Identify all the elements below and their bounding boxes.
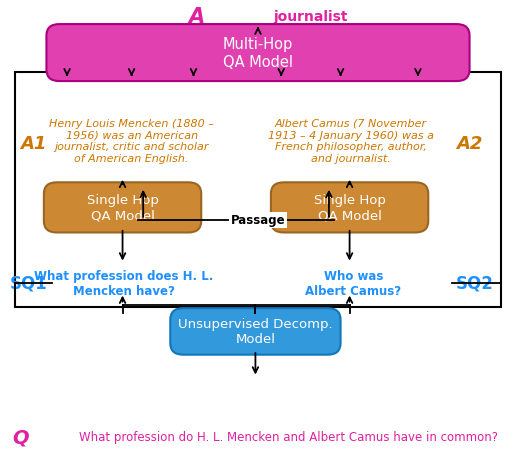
FancyBboxPatch shape	[44, 183, 201, 233]
Text: A: A	[188, 7, 204, 27]
FancyBboxPatch shape	[46, 25, 470, 82]
FancyBboxPatch shape	[170, 308, 341, 355]
Text: Q: Q	[12, 427, 29, 446]
Text: What profession does H. L.
Mencken have?: What profession does H. L. Mencken have?	[34, 269, 214, 297]
Text: SQ1: SQ1	[9, 274, 47, 292]
Text: What profession do H. L. Mencken and Albert Camus have in common?: What profession do H. L. Mencken and Alb…	[79, 430, 498, 443]
Text: Single Hop
QA Model: Single Hop QA Model	[87, 194, 158, 222]
Text: A2: A2	[456, 134, 483, 152]
Text: Henry Louis Mencken (1880 –
1956) was an American
journalist, critic and scholar: Henry Louis Mencken (1880 – 1956) was an…	[49, 119, 214, 163]
Text: Who was
Albert Camus?: Who was Albert Camus?	[305, 269, 401, 297]
Text: Unsupervised Decomp.
Model: Unsupervised Decomp. Model	[178, 318, 333, 346]
Text: Single Hop
QA Model: Single Hop QA Model	[314, 194, 385, 222]
Text: Multi-Hop
QA Model: Multi-Hop QA Model	[223, 37, 293, 70]
FancyBboxPatch shape	[271, 183, 428, 233]
FancyBboxPatch shape	[15, 73, 501, 307]
Text: journalist: journalist	[273, 10, 348, 24]
Text: A1: A1	[20, 134, 47, 152]
Text: Albert Camus (7 November
1913 – 4 January 1960) was a
French philosopher, author: Albert Camus (7 November 1913 – 4 Januar…	[268, 119, 434, 163]
Text: SQ2: SQ2	[456, 274, 494, 292]
Text: Passage: Passage	[231, 214, 285, 227]
